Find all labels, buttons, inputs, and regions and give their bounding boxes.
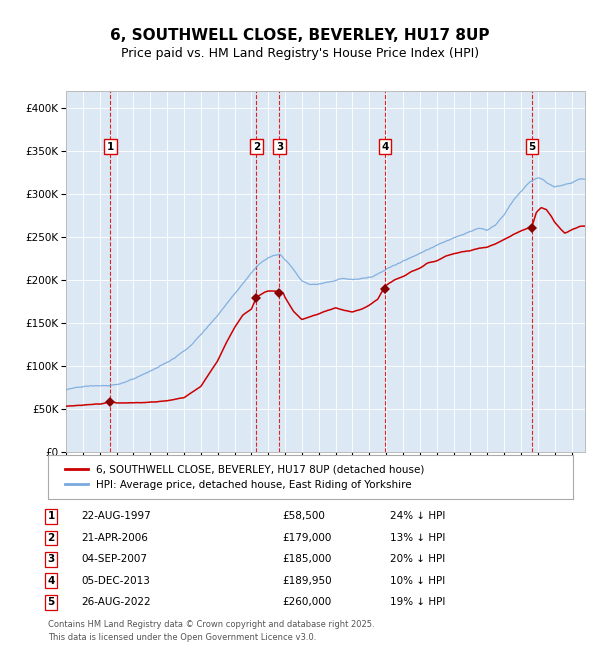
Text: 3: 3 <box>47 554 55 564</box>
Text: £189,950: £189,950 <box>282 576 332 586</box>
Text: 22-AUG-1997: 22-AUG-1997 <box>81 512 151 521</box>
Text: 4: 4 <box>381 142 389 152</box>
Text: £260,000: £260,000 <box>282 597 331 607</box>
Text: 2: 2 <box>47 533 55 543</box>
Text: 4: 4 <box>47 576 55 586</box>
Text: 5: 5 <box>528 142 536 152</box>
Text: 6, SOUTHWELL CLOSE, BEVERLEY, HU17 8UP: 6, SOUTHWELL CLOSE, BEVERLEY, HU17 8UP <box>110 28 490 44</box>
Text: 24% ↓ HPI: 24% ↓ HPI <box>390 512 445 521</box>
Text: 26-AUG-2022: 26-AUG-2022 <box>81 597 151 607</box>
Text: 20% ↓ HPI: 20% ↓ HPI <box>390 554 445 564</box>
Text: 21-APR-2006: 21-APR-2006 <box>81 533 148 543</box>
Text: 1: 1 <box>107 142 114 152</box>
Text: 13% ↓ HPI: 13% ↓ HPI <box>390 533 445 543</box>
Text: Contains HM Land Registry data © Crown copyright and database right 2025.
This d: Contains HM Land Registry data © Crown c… <box>48 620 374 642</box>
Text: 19% ↓ HPI: 19% ↓ HPI <box>390 597 445 607</box>
Text: 04-SEP-2007: 04-SEP-2007 <box>81 554 147 564</box>
Text: 05-DEC-2013: 05-DEC-2013 <box>81 576 150 586</box>
Text: £185,000: £185,000 <box>282 554 331 564</box>
Text: 2: 2 <box>253 142 260 152</box>
Text: £58,500: £58,500 <box>282 512 325 521</box>
Text: £179,000: £179,000 <box>282 533 331 543</box>
Text: 5: 5 <box>47 597 55 607</box>
Text: 1: 1 <box>47 512 55 521</box>
Legend: 6, SOUTHWELL CLOSE, BEVERLEY, HU17 8UP (detached house), HPI: Average price, det: 6, SOUTHWELL CLOSE, BEVERLEY, HU17 8UP (… <box>58 458 431 496</box>
Text: Price paid vs. HM Land Registry's House Price Index (HPI): Price paid vs. HM Land Registry's House … <box>121 47 479 60</box>
Text: 10% ↓ HPI: 10% ↓ HPI <box>390 576 445 586</box>
Text: 3: 3 <box>276 142 283 152</box>
